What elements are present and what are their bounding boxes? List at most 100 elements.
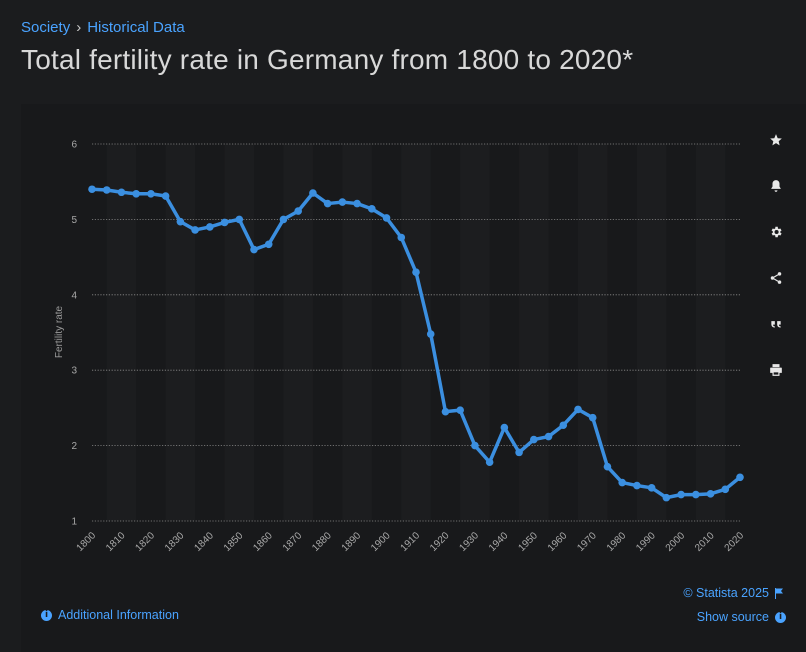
x-tick-label: 1830 — [163, 530, 187, 554]
star-icon — [770, 134, 782, 146]
data-point — [191, 226, 199, 234]
settings-button[interactable] — [760, 216, 792, 248]
breadcrumb-society[interactable]: Society — [21, 19, 71, 36]
additional-information-text: Additional Information — [58, 608, 179, 622]
column-band — [225, 144, 254, 521]
x-tick-label: 1900 — [369, 530, 393, 554]
copyright[interactable]: © Statista 2025 — [683, 586, 784, 600]
additional-information-link[interactable]: i Additional Information — [41, 608, 179, 622]
x-tick-label: 1950 — [516, 530, 540, 554]
data-point — [323, 199, 332, 208]
show-source-link[interactable]: Show source i — [697, 610, 786, 624]
data-point — [412, 268, 420, 276]
data-point — [736, 473, 744, 482]
data-point — [588, 413, 597, 422]
x-tick-label: 1890 — [340, 530, 364, 554]
data-point — [279, 215, 288, 224]
data-point — [102, 186, 111, 194]
share-button[interactable] — [760, 262, 792, 294]
data-point — [338, 198, 347, 206]
x-tick-label: 1960 — [546, 530, 570, 554]
x-tick-label: 1980 — [605, 530, 629, 554]
data-point — [647, 484, 656, 492]
x-tick-label: 1910 — [399, 530, 423, 554]
x-tick-label: 1990 — [634, 530, 658, 554]
data-points — [88, 185, 744, 502]
gear-icon — [771, 226, 782, 238]
y-tick-label: 5 — [71, 215, 77, 226]
data-point — [382, 214, 391, 222]
info-icon: i — [775, 611, 786, 623]
data-point — [485, 458, 494, 466]
x-tick-label: 1820 — [134, 530, 158, 554]
breadcrumb-historical-data[interactable]: Historical Data — [87, 19, 185, 36]
data-point — [530, 435, 538, 444]
x-tick-label: 1800 — [75, 530, 99, 554]
quote-icon — [771, 321, 781, 328]
x-tick-labels: 1800 1810 1820 1830 1840 1850 1860 1870 1880 1890… — [75, 530, 747, 554]
bell-icon — [771, 180, 781, 192]
data-point — [368, 205, 376, 213]
flag-icon — [775, 587, 783, 599]
x-tick-label: 2000 — [664, 530, 688, 554]
print-icon — [770, 364, 782, 376]
data-point — [220, 218, 229, 227]
data-point — [264, 240, 273, 249]
column-band — [696, 144, 725, 521]
column-band — [460, 144, 489, 521]
breadcrumb: Society › Historical Data — [21, 19, 185, 36]
data-point — [353, 199, 361, 208]
data-point — [250, 245, 258, 254]
column-band — [519, 144, 548, 521]
data-point — [294, 207, 302, 215]
x-tick-label: 1920 — [428, 530, 452, 554]
x-tick-label: 1860 — [251, 530, 275, 554]
x-tick-label: 2020 — [723, 530, 747, 554]
favorite-button[interactable] — [760, 124, 792, 156]
y-tick-label: 3 — [71, 366, 77, 377]
x-tick-label: 1840 — [192, 530, 216, 554]
notification-button[interactable] — [760, 170, 792, 202]
data-point — [441, 407, 450, 416]
print-button[interactable] — [760, 354, 792, 386]
x-tick-label: 1880 — [310, 530, 334, 554]
cite-button[interactable] — [760, 308, 792, 340]
show-source-text: Show source — [696, 610, 769, 624]
data-point — [161, 192, 170, 200]
data-point — [706, 490, 715, 498]
share-icon — [770, 272, 782, 284]
y-tick-label: 4 — [71, 290, 77, 301]
data-point — [456, 406, 464, 414]
data-point — [574, 405, 582, 414]
data-point — [662, 493, 671, 502]
data-point — [544, 432, 553, 441]
data-point — [692, 490, 700, 499]
y-tick-labels: 1 2 3 4 5 6 — [71, 140, 77, 528]
data-point — [176, 217, 185, 226]
y-tick-label: 2 — [71, 441, 77, 452]
data-point — [117, 188, 126, 197]
column-bands — [107, 144, 726, 521]
data-point — [309, 189, 317, 197]
x-tick-label: 2010 — [693, 530, 717, 554]
x-tick-label: 1970 — [575, 530, 599, 554]
data-point — [603, 462, 612, 471]
x-tick-label: 1850 — [222, 530, 246, 554]
column-band — [401, 144, 430, 521]
y-axis-label: Fertility rate — [54, 305, 65, 358]
breadcrumb-separator: › — [76, 19, 82, 36]
chart-toolbar — [760, 124, 792, 400]
data-point — [147, 189, 155, 198]
data-point — [721, 485, 730, 494]
y-tick-label: 1 — [71, 517, 77, 528]
data-point — [426, 330, 435, 338]
column-band — [637, 144, 666, 521]
column-band — [578, 144, 607, 521]
data-point — [397, 233, 406, 242]
data-point — [559, 421, 568, 430]
x-tick-label: 1940 — [487, 530, 511, 554]
data-point — [677, 490, 685, 499]
x-tick-label: 1870 — [281, 530, 305, 554]
x-tick-label: 1810 — [104, 530, 128, 554]
x-tick-label: 1930 — [458, 530, 482, 554]
